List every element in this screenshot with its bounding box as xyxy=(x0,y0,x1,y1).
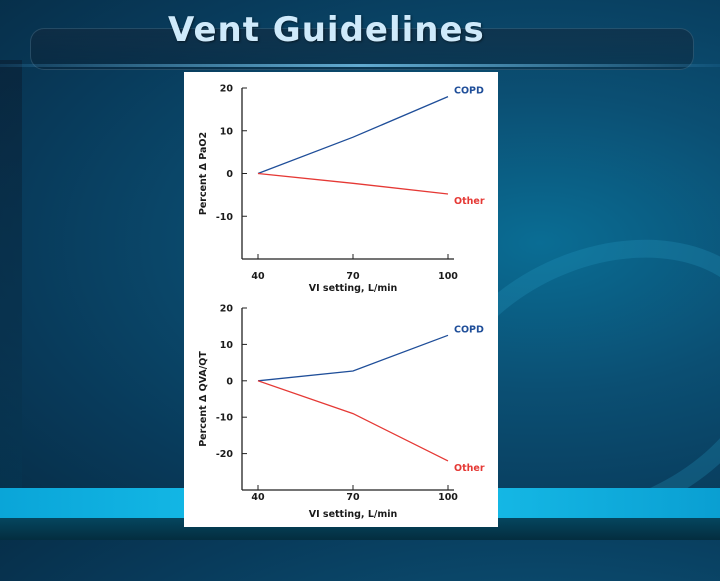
x-tick-label: 70 xyxy=(346,271,360,282)
series-label-other: Other xyxy=(454,196,485,207)
y-tick-label: 20 xyxy=(220,84,234,95)
x-tick-label: 100 xyxy=(438,271,458,282)
title-band xyxy=(30,28,694,70)
series-label-copd: COPD xyxy=(454,324,484,335)
x-tick-label: 100 xyxy=(438,492,458,503)
y-tick-label: 10 xyxy=(220,340,234,351)
title-rule xyxy=(0,64,720,67)
figure-card: 20 10 0 -10 40 70 100 VI setting, L/min Percent … xyxy=(184,72,498,527)
y-tick-label: 20 xyxy=(220,304,234,315)
x-tick-label: 70 xyxy=(346,492,360,503)
left-decor-strip xyxy=(0,60,22,540)
x-tick-label: 40 xyxy=(251,492,265,503)
series-line-copd xyxy=(257,96,449,175)
x-axis-label: VI setting, L/min xyxy=(309,509,398,520)
y-tick-label: 0 xyxy=(226,376,233,387)
series-label-other: Other xyxy=(454,463,485,474)
y-tick-label: 10 xyxy=(220,126,234,137)
x-tick-label: 40 xyxy=(251,271,265,282)
y-axis-label: Percent Δ PaO2 xyxy=(198,132,209,215)
bottom-footer-bar xyxy=(0,518,720,540)
x-axis-label: VI setting, L/min xyxy=(309,283,398,294)
series-line-other xyxy=(257,172,449,195)
y-tick-label: -10 xyxy=(216,212,234,223)
series-label-copd: COPD xyxy=(454,86,484,97)
y-axis-label: Percent Δ QVA/QT xyxy=(198,351,209,447)
series-line-copd xyxy=(257,334,449,382)
y-tick-label: 0 xyxy=(226,169,233,180)
slide-title: Vent Guidelines xyxy=(168,10,485,50)
y-tick-label: -10 xyxy=(216,413,234,424)
y-tick-label: -20 xyxy=(216,449,234,460)
series-line-other xyxy=(257,380,449,462)
